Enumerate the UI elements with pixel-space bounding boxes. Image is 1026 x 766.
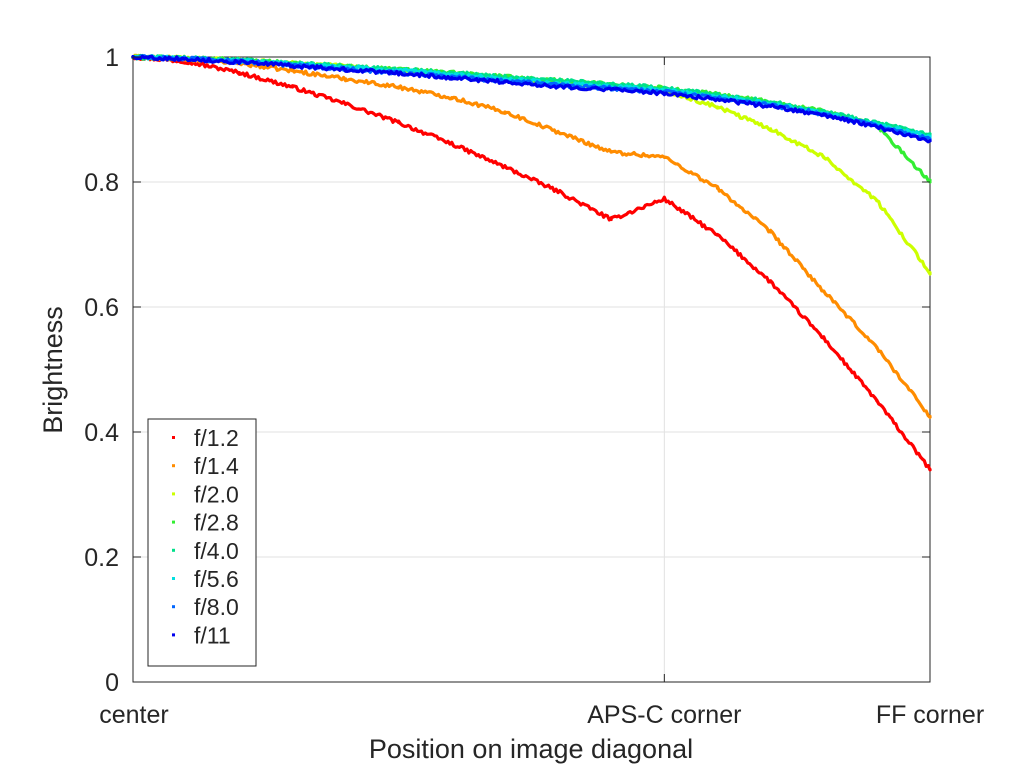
legend-box [147, 418, 257, 667]
data-point [769, 280, 773, 284]
y-axis-label: Brightness [38, 306, 68, 434]
series-trace [131, 55, 932, 472]
legend-marker [172, 548, 175, 552]
x-tick-label: center [99, 701, 168, 729]
data-point [450, 142, 454, 146]
series-f-11 [131, 54, 932, 144]
data-point [662, 91, 666, 95]
data-point [875, 399, 879, 403]
data-point [822, 289, 826, 293]
data-point [875, 125, 879, 129]
data-point [343, 67, 348, 72]
legend-marker [172, 464, 175, 468]
y-tick-label: 0.2 [84, 544, 119, 572]
y-tick-label: 0.4 [84, 419, 119, 447]
x-tick-label: APS-C corner [587, 701, 741, 729]
axis-ticks: 0 0.2 0.4 0.6 0.8 1 center APS-C corner FF corne… [84, 44, 984, 729]
data-point [822, 113, 826, 117]
data-point [609, 82, 613, 86]
data-point [715, 233, 720, 237]
data-point [503, 165, 507, 169]
data-point [290, 64, 294, 68]
y-tick-label: 0.8 [84, 169, 119, 197]
data-point [928, 271, 932, 275]
data-point [822, 336, 826, 340]
y-tick-label: 0.6 [84, 294, 119, 322]
data-point [343, 77, 348, 81]
data-point [715, 186, 720, 190]
data-point [343, 102, 348, 106]
legend-marker [172, 633, 175, 637]
data-point [503, 110, 507, 114]
data-point [556, 84, 560, 88]
legend-label: f/11 [194, 622, 231, 648]
data-point [769, 104, 773, 108]
data-point [237, 60, 241, 64]
legend-marker [172, 577, 175, 580]
data-point [662, 197, 666, 201]
data-point [450, 96, 454, 100]
legend-label: f/1.4 [194, 453, 239, 479]
series-layer [131, 53, 932, 472]
legend-label: f/2.8 [194, 510, 239, 536]
data-point [928, 414, 932, 418]
data-point [450, 76, 454, 80]
data-point [715, 97, 720, 102]
x-tick-label: FF corner [876, 701, 984, 729]
data-point [556, 130, 560, 134]
legend-items: f/1.2f/1.4f/2.0 f/2.8f/4.0f/5.6f/8.0f/11 [172, 425, 239, 648]
y-tick-label: 0 [105, 669, 119, 697]
legend-label: f/4.0 [194, 538, 239, 564]
series-trace [131, 53, 932, 419]
data-point [822, 155, 826, 159]
y-tick-label: 1 [105, 44, 119, 72]
data-point [237, 71, 241, 75]
data-point [715, 105, 720, 109]
legend: f/1.2f/1.4f/2.0 f/2.8f/4.0f/5.6f/8.0f/11 [147, 418, 257, 667]
series-trace [131, 54, 932, 144]
data-point [290, 85, 294, 89]
plot-frame [132, 56, 931, 683]
data-point [769, 127, 773, 131]
data-point [290, 69, 294, 73]
data-point [609, 87, 613, 92]
data-point [875, 346, 879, 350]
legend-label: f/8.0 [194, 594, 239, 620]
data-point [875, 199, 879, 203]
data-point [609, 217, 613, 222]
legend-label: f/2.0 [194, 481, 239, 507]
data-point [503, 80, 507, 84]
data-point [662, 155, 666, 159]
data-point [928, 467, 932, 472]
data-point [769, 230, 773, 234]
x-axis-label: Position on image diagonal [369, 734, 693, 764]
data-point [556, 189, 560, 193]
data-point [928, 139, 932, 143]
data-point [397, 71, 401, 75]
data-point [397, 85, 401, 89]
legend-marker [172, 492, 175, 496]
data-point [397, 121, 401, 125]
legend-label: f/1.2 [194, 425, 239, 451]
data-point [184, 57, 188, 61]
legend-marker [172, 605, 175, 609]
legend-label: f/5.6 [194, 566, 239, 592]
legend-marker [172, 520, 175, 524]
data-point [609, 150, 613, 154]
legend-marker [172, 436, 175, 439]
